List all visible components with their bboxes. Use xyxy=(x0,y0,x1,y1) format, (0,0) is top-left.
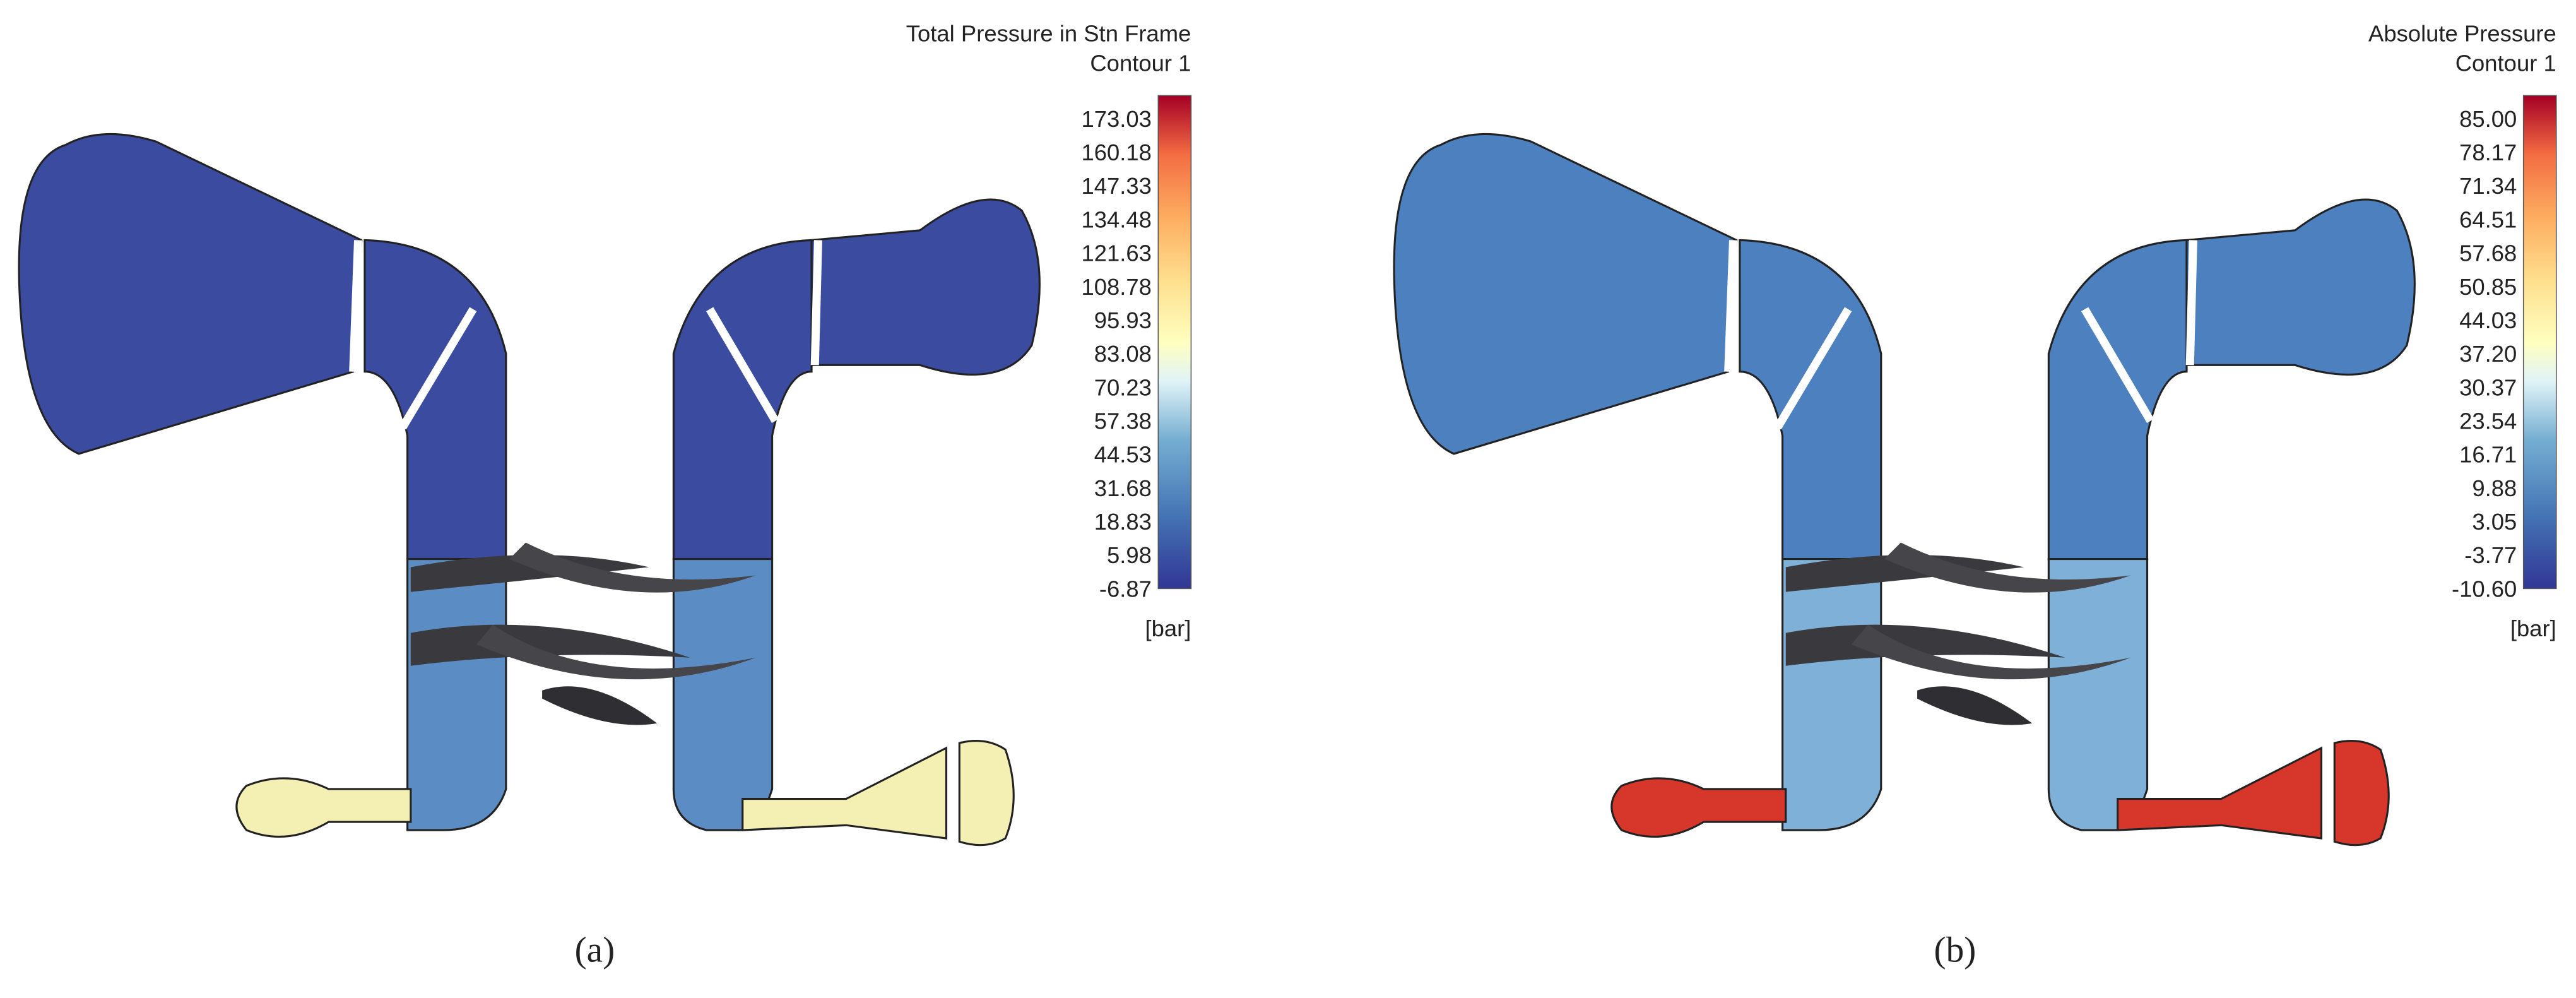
scale-label: 3.05 xyxy=(2472,509,2517,535)
scale-label: 57.68 xyxy=(2459,241,2517,266)
scale-label: 64.51 xyxy=(2459,206,2517,232)
scale-label: 85.00 xyxy=(2459,106,2517,132)
scale-label: 70.23 xyxy=(1094,374,1152,400)
scale-label: 16.71 xyxy=(2459,442,2517,468)
scale-label: 108.78 xyxy=(1081,274,1151,300)
scale-label: -3.77 xyxy=(2464,542,2517,568)
legend-title: Total Pressure in Stn Frame xyxy=(906,20,1191,46)
scale-label: -6.87 xyxy=(1099,576,1152,602)
scale-label: 147.33 xyxy=(1081,173,1151,199)
scale-label: 18.83 xyxy=(1094,509,1152,535)
legend-title: Absolute Pressure xyxy=(2368,20,2556,46)
scale-label: 23.54 xyxy=(2459,408,2517,434)
colorbar xyxy=(1157,95,1192,590)
scale-label: 173.03 xyxy=(1081,106,1151,132)
scale-label: 71.34 xyxy=(2459,173,2517,199)
contour-plot xyxy=(19,134,1039,845)
contour-plot xyxy=(1394,134,2414,845)
scale-label: 44.03 xyxy=(2459,307,2517,333)
scale-label: 31.68 xyxy=(1094,475,1152,501)
legend-subtitle: Contour 1 xyxy=(1090,50,1191,76)
scale-label: -10.60 xyxy=(2452,576,2517,602)
scale-label: 134.48 xyxy=(1081,206,1151,232)
scale-label: 121.63 xyxy=(1081,241,1151,266)
colorbar xyxy=(2522,95,2557,590)
scale-label: 95.93 xyxy=(1094,307,1152,333)
caption: (b) xyxy=(1934,930,1976,970)
scale-label: 78.17 xyxy=(2459,140,2517,165)
scale-label: 30.37 xyxy=(2459,374,2517,400)
scale-label: 9.88 xyxy=(2472,475,2517,501)
scale-label: 57.38 xyxy=(1094,408,1152,434)
scale-label: 44.53 xyxy=(1094,442,1152,468)
scale-label: 37.20 xyxy=(2459,341,2517,367)
scale-label: 160.18 xyxy=(1081,140,1151,165)
legend-subtitle: Contour 1 xyxy=(2455,50,2556,76)
unit-label: [bar] xyxy=(1145,615,1191,641)
scale-label: 50.85 xyxy=(2459,274,2517,300)
scale-label: 5.98 xyxy=(1107,542,1152,568)
caption: (a) xyxy=(575,930,615,970)
scale-label: 83.08 xyxy=(1094,341,1152,367)
unit-label: [bar] xyxy=(2510,615,2556,641)
